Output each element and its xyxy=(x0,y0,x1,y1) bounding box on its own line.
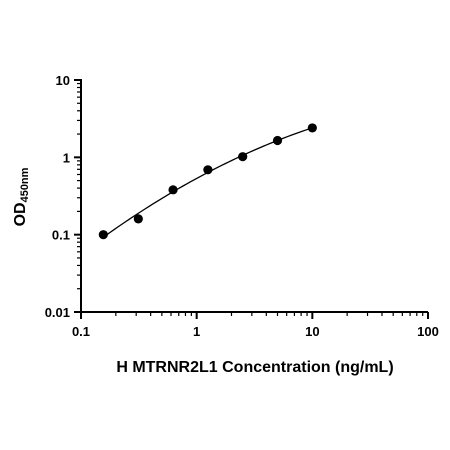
x-tick-label: 10 xyxy=(305,324,319,339)
y-tick-label: 10 xyxy=(56,73,70,88)
x-axis-title: H MTRNR2L1 Concentration (ng/mL) xyxy=(116,359,393,376)
x-tick-label: 0.1 xyxy=(72,324,90,339)
y-axis-title-main: OD xyxy=(12,202,29,226)
data-point xyxy=(168,185,178,195)
data-point xyxy=(272,135,283,146)
data-point xyxy=(133,214,143,224)
axes xyxy=(80,79,428,313)
x-tick-label: 100 xyxy=(417,324,439,339)
data-point xyxy=(238,152,248,162)
axis-ticks xyxy=(74,79,429,319)
data-point xyxy=(98,230,108,240)
data-point xyxy=(203,165,213,175)
y-axis-title: OD450nm xyxy=(12,167,31,226)
y-axis-title-subscript: 450nm xyxy=(19,167,31,202)
y-tick-label: 0.01 xyxy=(45,305,70,320)
x-tick-label: 1 xyxy=(193,324,200,339)
y-tick-label: 0.1 xyxy=(52,228,70,243)
y-tick-label: 1 xyxy=(63,150,70,165)
data-points xyxy=(98,123,317,240)
data-point xyxy=(307,123,317,133)
